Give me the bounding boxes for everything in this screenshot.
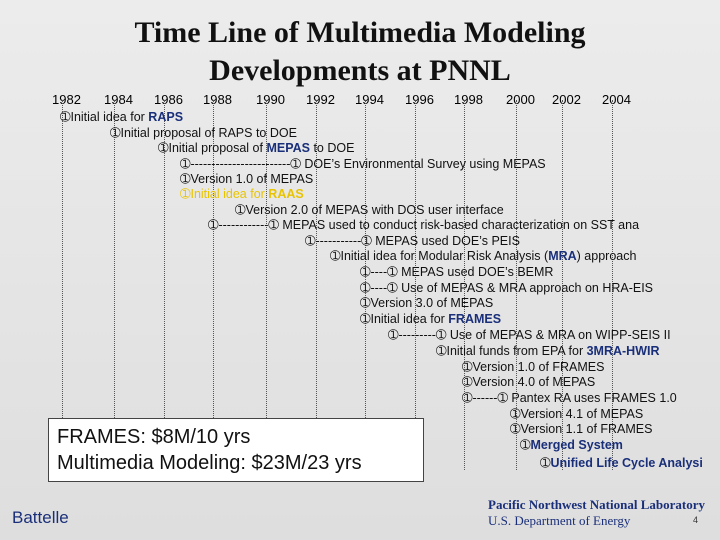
pnnl-logo: Pacific Northwest National Laboratory U.… bbox=[488, 497, 705, 529]
year-label: 1992 bbox=[306, 92, 335, 107]
funding-frames: FRAMES: $8M/10 yrs bbox=[57, 426, 251, 448]
timeline-event: ➀Version 3.0 of MEPAS bbox=[360, 296, 494, 310]
gridline bbox=[365, 100, 366, 470]
gridline bbox=[213, 100, 214, 470]
timeline-event: ➀Initial idea for Modular Risk Analysis … bbox=[330, 249, 637, 263]
page-number: 4 bbox=[692, 515, 698, 525]
gridline bbox=[164, 100, 165, 470]
timeline-event: ➀------------➀ MEPAS used to conduct ris… bbox=[208, 218, 640, 232]
funding-box: FRAMES: $8M/10 yrs Multimedia Modeling: … bbox=[48, 418, 424, 482]
doe-name: U.S. Department of Energy bbox=[488, 513, 631, 528]
pnnl-name: Pacific Northwest National Laboratory bbox=[488, 497, 705, 512]
timeline-event: ➀Version 4.1 of MEPAS bbox=[510, 407, 644, 421]
slide-title: Time Line of Multimedia Modeling Develop… bbox=[90, 14, 630, 90]
timeline-event: ➀Version 1.0 of MEPAS bbox=[180, 172, 314, 186]
year-label: 1984 bbox=[104, 92, 133, 107]
timeline-event: ➀Initial proposal of RAPS to DOE bbox=[110, 126, 297, 140]
gridline bbox=[464, 100, 465, 470]
timeline-event: ➀Version 2.0 of MEPAS with DOS user inte… bbox=[235, 203, 504, 217]
gridline bbox=[562, 100, 563, 470]
year-label: 2002 bbox=[552, 92, 581, 107]
funding-multimedia: Multimedia Modeling: $23M/23 yrs bbox=[57, 452, 362, 474]
timeline-event: ➀Unified Life Cycle Analysi bbox=[540, 456, 703, 470]
battelle-logo: Battelle bbox=[12, 508, 69, 527]
year-label: 2004 bbox=[602, 92, 631, 107]
title-line-2: Developments at PNNL bbox=[209, 54, 511, 87]
gridline bbox=[114, 100, 115, 470]
gridline bbox=[612, 100, 613, 470]
timeline-event: ➀----➀ MEPAS used DOE’s BEMR bbox=[360, 265, 554, 279]
year-label: 1986 bbox=[154, 92, 183, 107]
timeline-event: ➀Initial funds from EPA for 3MRA-HWIR bbox=[436, 344, 660, 358]
timeline-event: ➀Merged System bbox=[520, 438, 623, 452]
timeline-event: ➀Version 1.1 of FRAMES bbox=[510, 422, 653, 436]
timeline-event: ➀------➀ Pantex RA uses FRAMES 1.0 bbox=[462, 391, 677, 405]
gridline bbox=[316, 100, 317, 470]
year-label: 1996 bbox=[405, 92, 434, 107]
gridline bbox=[415, 100, 416, 470]
timeline-event: ➀Version 4.0 of MEPAS bbox=[462, 375, 596, 389]
year-label: 1982 bbox=[52, 92, 81, 107]
gridline bbox=[266, 100, 267, 470]
timeline-event: ➀------------------------➀ DOE’s Environ… bbox=[180, 157, 546, 171]
gridline bbox=[516, 100, 517, 470]
timeline-event: ➀Initial idea for FRAMES bbox=[360, 312, 502, 326]
gridline bbox=[62, 100, 63, 470]
year-label: 1990 bbox=[256, 92, 285, 107]
timeline-event: ➀Initial proposal of MEPAS to DOE bbox=[158, 141, 355, 155]
year-label: 2000 bbox=[506, 92, 535, 107]
title-line-1: Time Line of Multimedia Modeling bbox=[134, 16, 586, 49]
timeline-event: ➀---------➀ Use of MEPAS & MRA on WIPP-S… bbox=[388, 328, 671, 342]
year-label: 1994 bbox=[355, 92, 384, 107]
year-axis: 1982 1984 1986 1988 1990 1992 1994 1996 … bbox=[0, 92, 720, 472]
timeline-event: ➀Version 1.0 of FRAMES bbox=[462, 360, 605, 374]
timeline-event: ➀----➀ Use of MEPAS & MRA approach on HR… bbox=[360, 281, 654, 295]
year-label: 1998 bbox=[454, 92, 483, 107]
timeline-event: ➀Initial idea for RAAS bbox=[180, 187, 304, 201]
timeline-event: ➀Initial idea for RAPS bbox=[60, 110, 184, 124]
timeline-event: ➀-----------➀ MEPAS used DOE’s PEIS bbox=[305, 234, 520, 248]
year-label: 1988 bbox=[203, 92, 232, 107]
